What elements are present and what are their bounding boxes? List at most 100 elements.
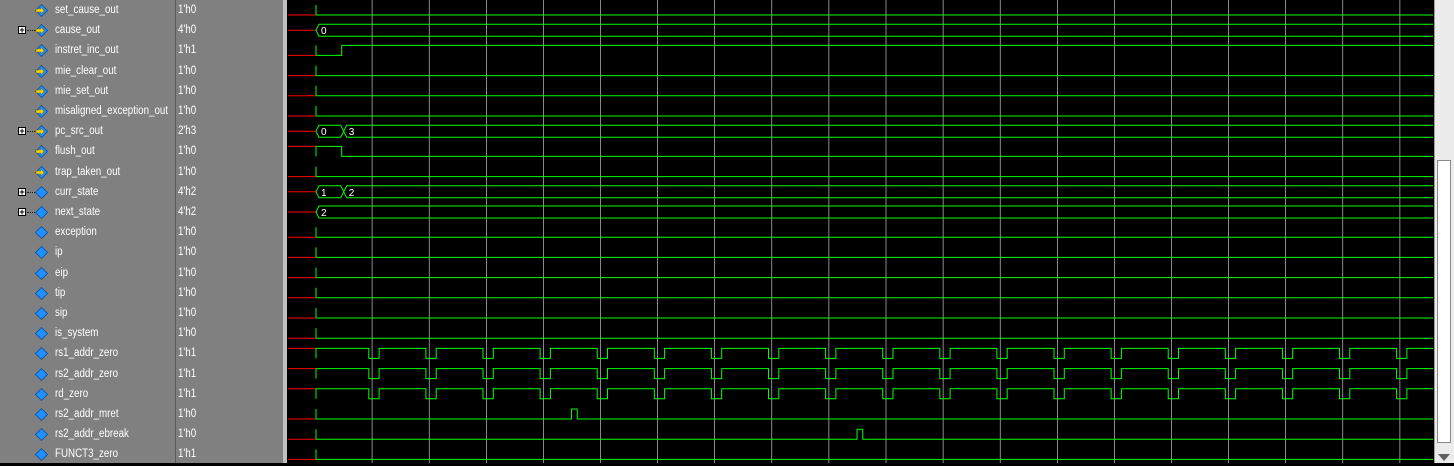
waveform-flush_out — [315, 145, 1433, 157]
output-signal-icon — [35, 4, 48, 17]
scroll-down-arrow-icon[interactable] — [1438, 454, 1450, 461]
signal-name: rs2_addr_ebreak — [55, 428, 129, 441]
signal-row[interactable]: + curr_state — [0, 182, 175, 202]
signal-row[interactable]: instret_inc_out — [0, 40, 175, 60]
internal-signal-icon — [35, 226, 48, 240]
signal-value: 1'h0 — [178, 266, 197, 279]
signal-name: flush_out — [55, 145, 95, 158]
signal-name: mie_set_out — [55, 84, 109, 97]
output-signal-icon — [35, 125, 48, 139]
signal-name: next_state — [55, 206, 101, 218]
waveform-rs2_addr_ebreak — [315, 428, 1433, 440]
clock-trace — [316, 368, 1433, 380]
waveform-rd_zero — [315, 388, 1433, 400]
scrollbar-thumb[interactable] — [1437, 160, 1451, 443]
waveform-mie_set_out — [315, 85, 1433, 97]
signal-value: 1'h0 — [178, 84, 197, 97]
time-grid — [371, 0, 1401, 463]
tree-connector — [27, 191, 35, 193]
signal-value: 1'h1 — [178, 347, 197, 360]
signal-value: 1'h0 — [178, 165, 197, 178]
signal-row[interactable]: mie_set_out — [0, 81, 175, 101]
signal-row[interactable]: misaligned_exception_out — [0, 101, 175, 121]
waveform-is_system — [315, 328, 1433, 339]
signal-name: set_cause_out — [55, 4, 119, 16]
output-signal-icon — [35, 24, 48, 38]
expand-plus-icon[interactable]: + — [18, 126, 26, 137]
signal-name: misaligned_exception_out — [55, 105, 169, 117]
clock-trace — [316, 388, 1433, 400]
signal-value-pane: 1'h0 4'h0 1'h1 1'h0 1'h0 1'h0 2'h3 1'h0 1'h0 4'h2… — [175, 0, 284, 463]
signal-name: tip — [55, 286, 66, 299]
signal-row[interactable]: set_cause_out — [0, 0, 175, 20]
waveform-next_state: 2 — [315, 205, 1433, 219]
signal-value: 1'h1 — [178, 44, 197, 57]
internal-signal-icon — [35, 428, 48, 442]
signal-row[interactable]: rs2_addr_zero — [0, 364, 175, 384]
signal-value: 1'h1 — [178, 367, 197, 380]
output-signal-icon — [35, 165, 48, 179]
signal-row[interactable]: sip — [0, 303, 175, 323]
expand-plus-icon[interactable]: + — [18, 207, 26, 217]
output-signal-icon — [35, 84, 48, 98]
waveform-eip — [315, 267, 1433, 279]
signal-name: eip — [55, 266, 69, 279]
output-signal-icon — [35, 105, 48, 118]
signal-name: FUNCT3_zero — [55, 448, 119, 461]
signal-name: cause_out — [55, 24, 101, 37]
internal-signal-icon — [35, 246, 48, 260]
bus-value-label: 2 — [349, 188, 355, 199]
signal-row[interactable]: trap_taken_out — [0, 162, 175, 182]
output-signal-icon — [35, 145, 48, 159]
waveform-misaligned_exception_out — [315, 106, 1433, 117]
signal-value: 4'h2 — [178, 185, 197, 198]
signal-row[interactable]: rs2_addr_ebreak — [0, 424, 175, 444]
signal-row[interactable]: rd_zero — [0, 384, 175, 404]
signal-name: mie_clear_out — [55, 64, 117, 77]
signal-row[interactable]: + next_state — [0, 202, 175, 222]
signal-row[interactable]: flush_out — [0, 141, 175, 161]
waveform-rs1_addr_zero — [315, 347, 1433, 359]
waveform-ip — [315, 247, 1433, 258]
bus-value-label: 0 — [321, 26, 327, 37]
expand-plus-icon[interactable]: + — [18, 186, 26, 197]
waveform-exception — [315, 227, 1433, 238]
signal-name: pc_src_out — [55, 125, 103, 138]
waveform-pane[interactable]: 00 31 22 — [288, 0, 1433, 463]
signal-row[interactable]: rs2_addr_mret — [0, 404, 175, 424]
signal-name: rs1_addr_zero — [55, 347, 119, 360]
signal-value: 1'h0 — [178, 105, 197, 117]
signal-row[interactable]: eip — [0, 263, 175, 283]
internal-signal-icon — [35, 206, 48, 219]
signal-row[interactable]: mie_clear_out — [0, 61, 175, 81]
signal-name: rd_zero — [55, 387, 89, 400]
signal-name: rs2_addr_mret — [55, 408, 119, 420]
expand-plus-icon[interactable]: + — [18, 25, 26, 36]
signal-row[interactable]: tip — [0, 283, 175, 303]
signal-row[interactable]: FUNCT3_zero — [0, 444, 175, 464]
signal-row[interactable]: + pc_src_out — [0, 121, 175, 141]
signal-row[interactable]: + cause_out — [0, 20, 175, 40]
signal-row[interactable]: is_system — [0, 323, 175, 343]
waveform-instret_inc_out — [315, 44, 1433, 56]
waveform-trap_taken_out — [315, 166, 1433, 178]
signal-name: trap_taken_out — [55, 165, 121, 178]
signal-name: exception — [55, 226, 97, 239]
bus-segment — [343, 185, 1433, 199]
tree-connector — [27, 30, 35, 32]
signal-value: 1'h0 — [178, 64, 197, 77]
output-signal-icon — [35, 44, 48, 58]
signal-name: sip — [55, 307, 68, 319]
signal-name: ip — [55, 246, 63, 259]
signal-row[interactable]: rs1_addr_zero — [0, 343, 175, 363]
internal-signal-icon — [35, 347, 48, 361]
bus-value-label: 3 — [349, 127, 355, 138]
waveform-mie_clear_out — [315, 65, 1433, 77]
internal-signal-icon — [35, 266, 48, 280]
signal-row[interactable]: exception — [0, 222, 175, 242]
signal-row[interactable]: ip — [0, 242, 175, 262]
vertical-scrollbar[interactable] — [1434, 0, 1454, 463]
pane-splitter[interactable] — [283, 0, 288, 463]
clock-trace — [316, 347, 1433, 359]
signal-value: 1'h0 — [178, 226, 197, 239]
